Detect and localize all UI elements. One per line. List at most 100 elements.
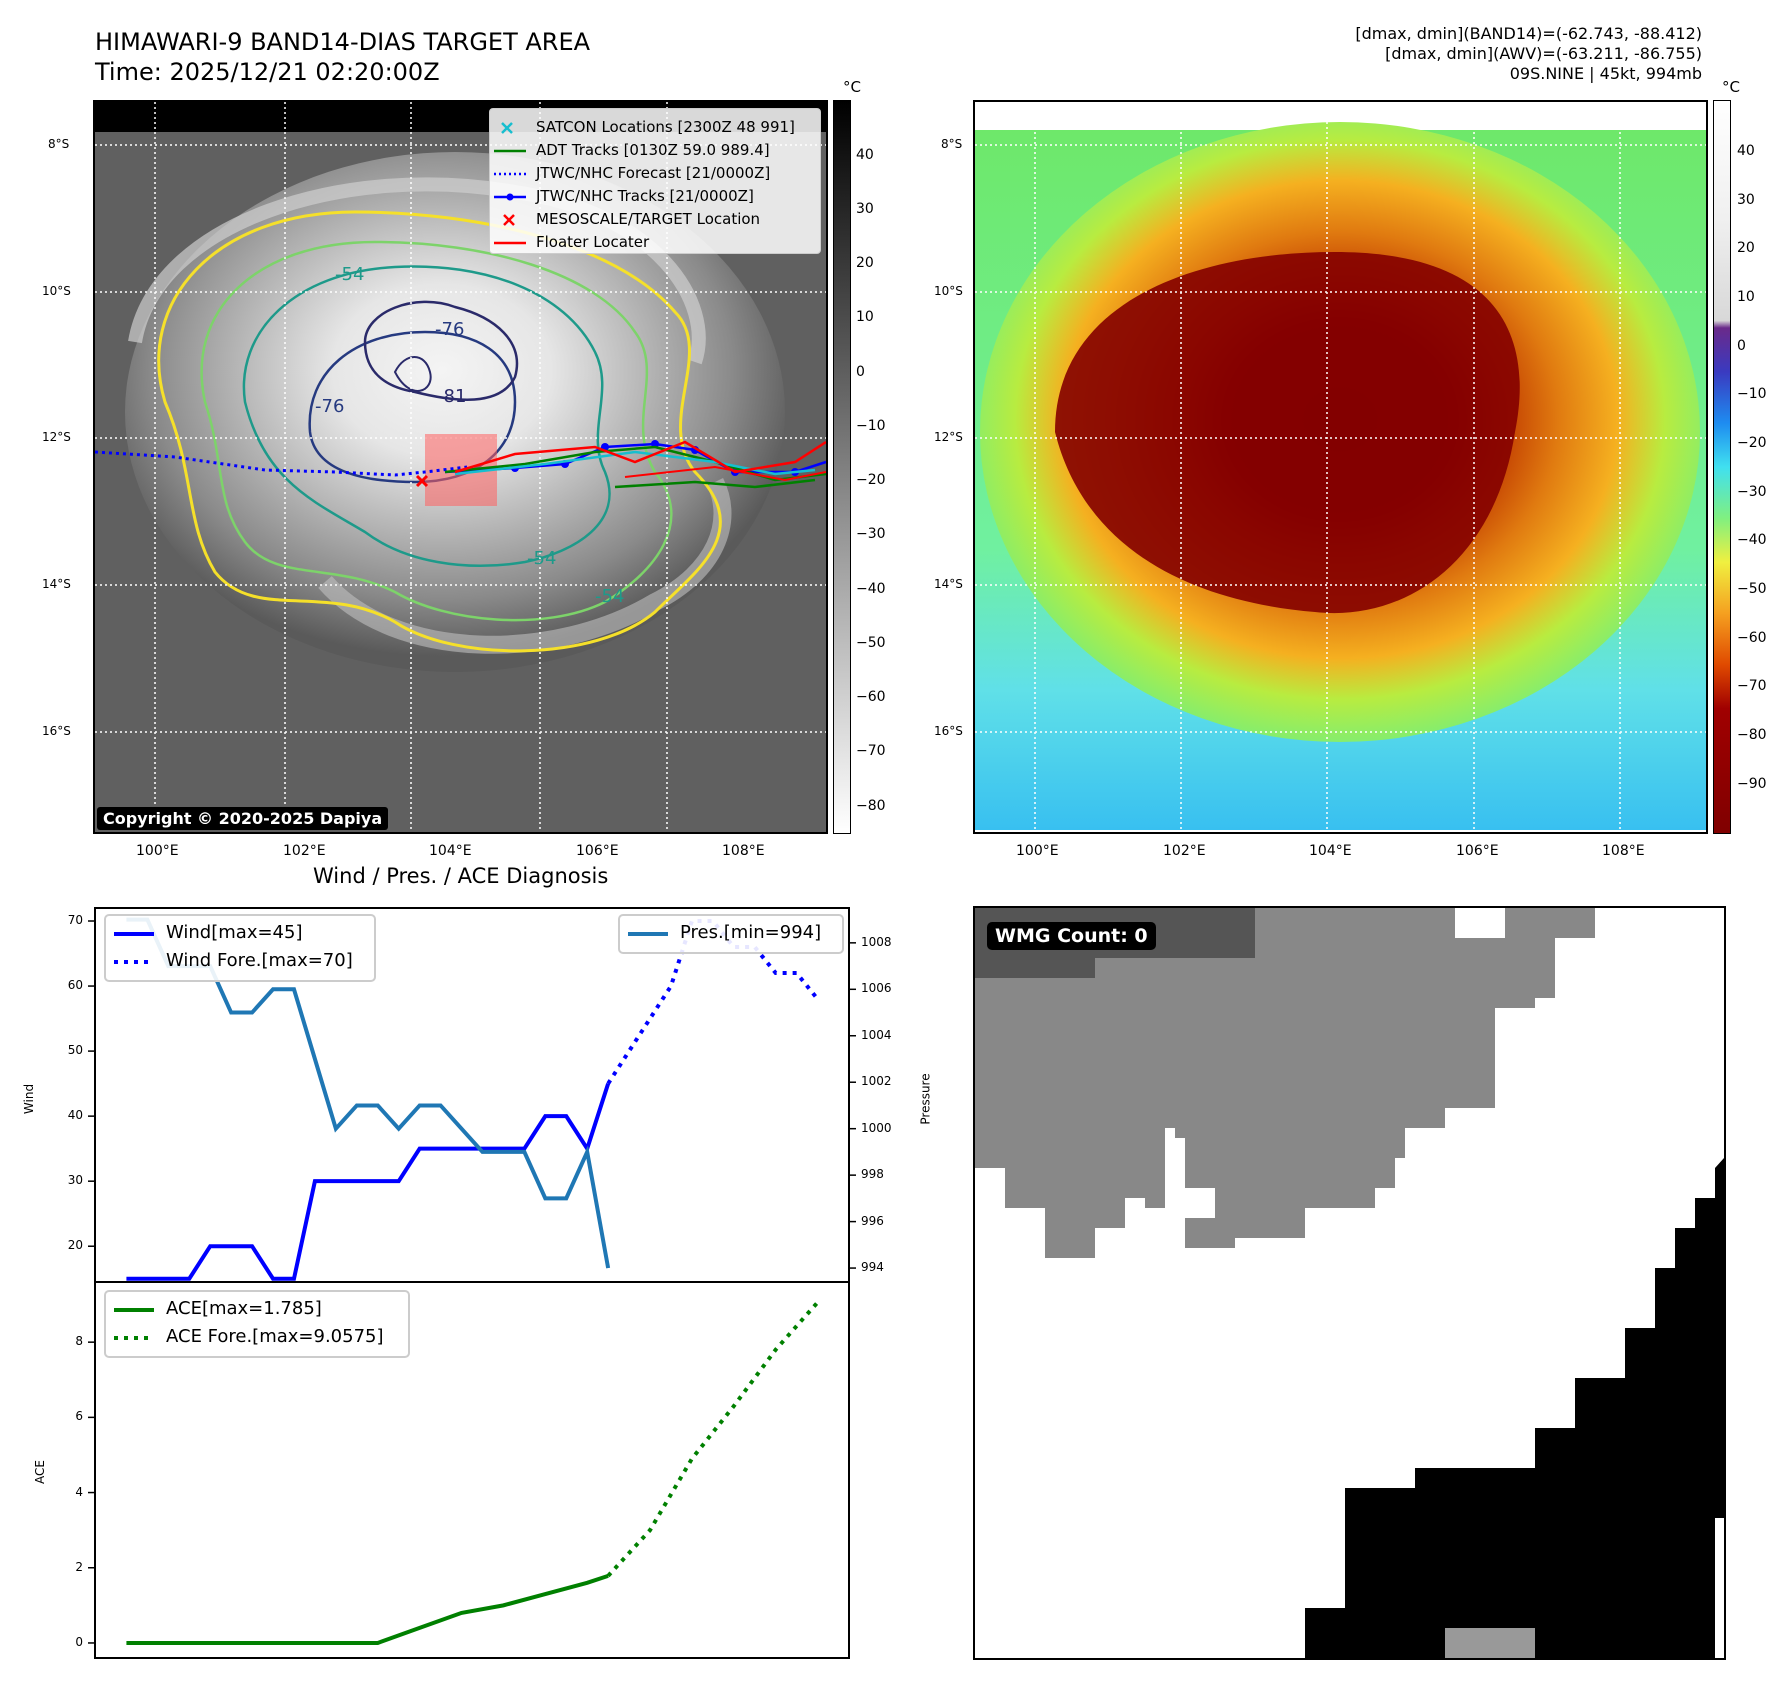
legend-wind-fore: Wind Fore.[max=70] bbox=[166, 950, 353, 971]
wind-axis-label: Wind bbox=[22, 1083, 37, 1115]
colorbar-gray bbox=[833, 100, 851, 834]
lon-label: 106°E bbox=[576, 843, 619, 859]
colorbar-color-tick: 30 bbox=[1737, 192, 1755, 208]
pressure-tick-label: 994 bbox=[861, 1260, 884, 1275]
legend-jtwc-forecast: JTWC/NHC Forecast [21/0000Z] bbox=[536, 164, 771, 182]
colorbar-gray-tick: 0 bbox=[856, 364, 865, 380]
wind-forecast-series-line bbox=[606, 919, 820, 1085]
figure-title: HIMAWARI-9 BAND14-DIAS TARGET AREA bbox=[95, 28, 591, 56]
colorbar-color-tick: −30 bbox=[1737, 484, 1767, 500]
colorbar-gray-tick: 10 bbox=[856, 309, 874, 325]
colorbar-color-tick: 10 bbox=[1737, 289, 1755, 305]
pressure-tick-label: 1008 bbox=[861, 934, 892, 949]
contour-label: -54 bbox=[595, 586, 624, 607]
colorbar-color-tick: 40 bbox=[1737, 143, 1755, 159]
lat-label: 16°S bbox=[934, 724, 963, 738]
lon-label: 104°E bbox=[429, 843, 472, 859]
pressure-tick-label: 1004 bbox=[861, 1027, 892, 1042]
wind-tick-label: 50 bbox=[67, 1043, 83, 1058]
colorbar-color-tick: −70 bbox=[1737, 678, 1767, 694]
lon-label: 102°E bbox=[283, 843, 326, 859]
legend-ace-fore: ACE Fore.[max=9.0575] bbox=[166, 1326, 384, 1347]
wmg-mask-image bbox=[975, 908, 1724, 1658]
lon-label: 106°E bbox=[1456, 843, 1499, 859]
lat-label: 12°S bbox=[42, 430, 71, 444]
legend-adt: ADT Tracks [0130Z 59.0 989.4] bbox=[536, 141, 770, 159]
ace-tick-label: 8 bbox=[75, 1334, 83, 1349]
pressure-tick-label: 996 bbox=[861, 1213, 884, 1228]
contour-label: -54 bbox=[335, 264, 364, 285]
legend-mesoscale: MESOSCALE/TARGET Location bbox=[536, 210, 761, 228]
colorbar-gray-tick: −70 bbox=[856, 743, 886, 759]
colorbar-gray-tick: −60 bbox=[856, 689, 886, 705]
diagnosis-chart bbox=[88, 907, 856, 1659]
mesoscale-target-marker bbox=[415, 474, 429, 488]
colorbar-gray-tick: −80 bbox=[856, 798, 886, 814]
lat-label: 12°S bbox=[934, 430, 963, 444]
colorbar-color bbox=[1713, 100, 1731, 834]
diagnosis-title: Wind / Pres. / ACE Diagnosis bbox=[313, 864, 609, 888]
wmg-count-badge: WMG Count: 0 bbox=[987, 922, 1156, 950]
colorbar-gray-tick: 40 bbox=[856, 147, 874, 163]
adt-track bbox=[444, 445, 826, 482]
legend-ace: ACE[max=1.785] bbox=[166, 1298, 322, 1319]
lat-label: 14°S bbox=[934, 577, 963, 591]
pressure-tick-label: 1000 bbox=[861, 1120, 892, 1135]
colorbar-gray-tick: −20 bbox=[856, 472, 886, 488]
lon-label: 100°E bbox=[136, 843, 179, 859]
jtwc-forecast-track bbox=[95, 450, 468, 477]
colorbar-color-tick: −40 bbox=[1737, 532, 1767, 548]
legend-jtwc-tracks: JTWC/NHC Tracks [21/0000Z] bbox=[536, 187, 754, 205]
lon-label: 104°E bbox=[1309, 843, 1352, 859]
floater-locater-track bbox=[454, 440, 826, 474]
contour-label: -81 bbox=[437, 386, 466, 407]
wmg-panel: WMG Count: 0 bbox=[973, 906, 1726, 1660]
ace-tick-label: 2 bbox=[75, 1559, 83, 1574]
color-map-panel bbox=[973, 100, 1708, 834]
lon-label: 108°E bbox=[1602, 843, 1645, 859]
colorbar-color-tick: −90 bbox=[1737, 776, 1767, 792]
copyright-badge: Copyright © 2020-2025 Dapiya bbox=[97, 807, 389, 830]
figure-time: Time: 2025/12/21 02:20:00Z bbox=[95, 58, 440, 86]
lon-label: 102°E bbox=[1163, 843, 1206, 859]
contour-label: -76 bbox=[435, 319, 464, 340]
contour-label: -76 bbox=[315, 396, 344, 417]
colorbar-color-tick: −20 bbox=[1737, 435, 1767, 451]
pressure-axis-label: Pressure bbox=[918, 1073, 933, 1125]
ace-series-line bbox=[126, 1573, 609, 1645]
info-awv: [dmax, dmin](AWV)=(-63.211, -86.755) bbox=[1385, 44, 1702, 63]
colorbar-color-tick: −50 bbox=[1737, 581, 1767, 597]
ace-axis-label: ACE bbox=[32, 1460, 47, 1484]
colorbar-color-unit: °C bbox=[1722, 78, 1740, 96]
color-map-image bbox=[975, 102, 1706, 832]
wind-tick-label: 70 bbox=[67, 913, 83, 927]
satcon-track bbox=[454, 450, 816, 476]
wind-series-line bbox=[126, 1083, 611, 1281]
lat-label: 14°S bbox=[42, 577, 71, 591]
wind-tick-label: 30 bbox=[67, 1173, 83, 1188]
track-legend: SATCON Locations [2300Z 48 991] ADT Trac… bbox=[489, 108, 821, 254]
ace-legend: ACE[max=1.785] ACE Fore.[max=9.0575] bbox=[104, 1290, 410, 1358]
wind-legend: Wind[max=45] Wind Fore.[max=70] bbox=[104, 914, 376, 982]
colorbar-gray-tick: 20 bbox=[856, 255, 874, 271]
lat-label: 10°S bbox=[42, 284, 71, 298]
legend-wind: Wind[max=45] bbox=[166, 922, 303, 943]
legend-floater: Floater Locater bbox=[536, 233, 650, 251]
colorbar-gray-tick: 30 bbox=[856, 201, 874, 217]
colorbar-color-tick: −80 bbox=[1737, 727, 1767, 743]
ace-tick-label: 0 bbox=[75, 1634, 83, 1649]
color-map-gridlines bbox=[975, 102, 1706, 832]
wind-tick-label: 20 bbox=[67, 1238, 83, 1253]
ace-forecast-series-line bbox=[606, 1301, 820, 1578]
wind-tick-label: 60 bbox=[67, 978, 83, 993]
ace-tick-label: 6 bbox=[75, 1409, 83, 1424]
legend-satcon: SATCON Locations [2300Z 48 991] bbox=[536, 118, 795, 136]
lat-label: 10°S bbox=[934, 284, 963, 298]
colorbar-gray-tick: −30 bbox=[856, 526, 886, 542]
contour-label: -54 bbox=[527, 548, 556, 569]
colorbar-color-tick: 0 bbox=[1737, 338, 1746, 354]
pressure-tick-label: 1006 bbox=[861, 981, 892, 996]
legend-pres: Pres.[min=994] bbox=[680, 922, 822, 943]
lon-label: 108°E bbox=[722, 843, 765, 859]
lat-label: 16°S bbox=[42, 724, 71, 738]
